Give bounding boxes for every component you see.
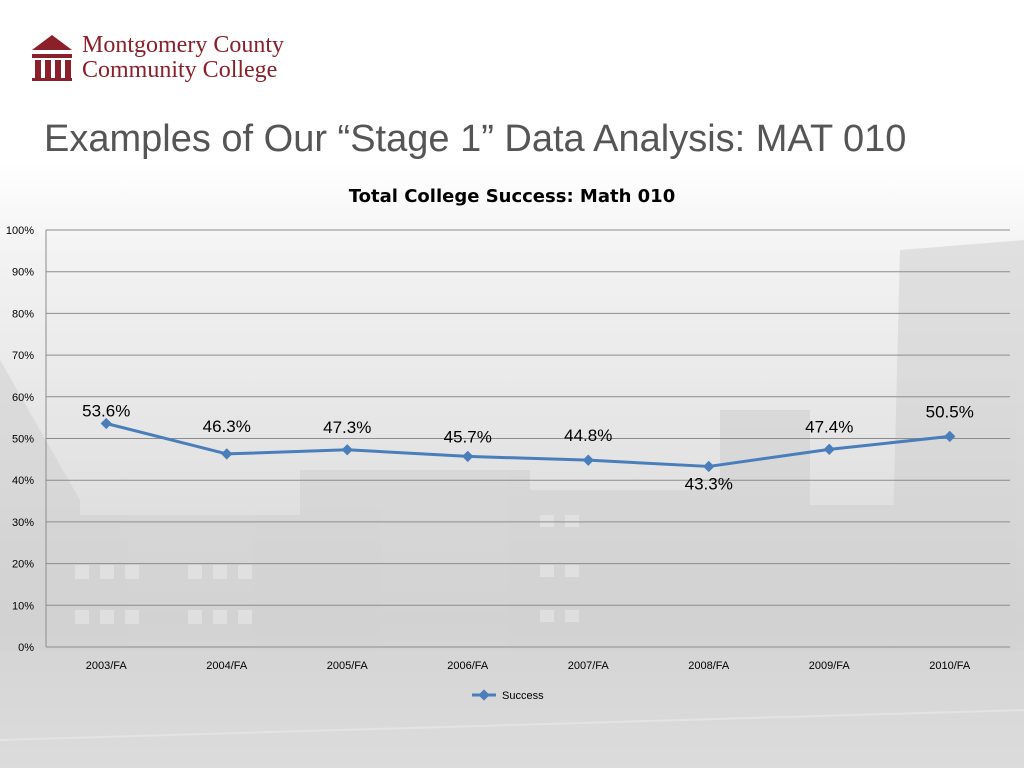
college-logo: Montgomery County Community College: [28, 30, 318, 86]
data-label: 47.4%: [805, 417, 853, 436]
data-label: 47.3%: [323, 418, 371, 437]
y-tick-label: 80%: [12, 308, 34, 320]
data-label: 46.3%: [203, 417, 251, 436]
series-line-success: [105, 422, 950, 468]
data-point-marker: [582, 454, 594, 466]
data-label: 43.3%: [685, 474, 733, 493]
y-tick-label: 60%: [12, 392, 34, 404]
legend-label: Success: [502, 690, 544, 702]
data-point-marker: [341, 444, 353, 456]
y-tick-label: 100%: [6, 225, 34, 237]
data-label: 53.6%: [82, 401, 130, 420]
college-building-icon: [32, 35, 72, 81]
legend-marker: [478, 689, 490, 701]
x-tick-label: 2008/FA: [688, 660, 730, 672]
x-tick-label: 2006/FA: [447, 660, 489, 672]
data-point-marker: [221, 448, 233, 460]
y-tick-label: 0%: [18, 642, 34, 654]
data-label: 50.5%: [926, 402, 974, 421]
data-point-marker: [944, 430, 956, 443]
data-label: 44.8%: [564, 426, 612, 445]
y-tick-label: 10%: [12, 600, 34, 612]
y-tick-label: 70%: [12, 350, 34, 362]
y-tick-label: 30%: [12, 517, 34, 529]
data-label: 45.7%: [444, 427, 492, 446]
logo-text-line1: Montgomery County: [82, 32, 284, 58]
x-tick-label: 2003/FA: [86, 660, 128, 672]
y-tick-label: 40%: [12, 475, 34, 487]
y-tick-label: 50%: [12, 434, 34, 446]
data-point-marker: [823, 443, 835, 455]
x-tick-label: 2004/FA: [206, 660, 248, 672]
x-tick-label: 2005/FA: [327, 660, 369, 672]
chart-title: Total College Success: Math 010: [348, 186, 676, 207]
x-tick-label: 2007/FA: [568, 660, 610, 672]
y-tick-label: 20%: [12, 559, 34, 571]
x-tick-label: 2009/FA: [809, 660, 851, 672]
data-point-marker: [462, 450, 474, 463]
y-tick-label: 90%: [12, 267, 34, 279]
x-tick-label: 2010/FA: [929, 660, 971, 672]
data-point-marker: [703, 460, 715, 473]
slide-title: Examples of Our “Stage 1” Data Analysis:…: [44, 118, 907, 160]
logo-text-line2: Community College: [82, 57, 278, 83]
